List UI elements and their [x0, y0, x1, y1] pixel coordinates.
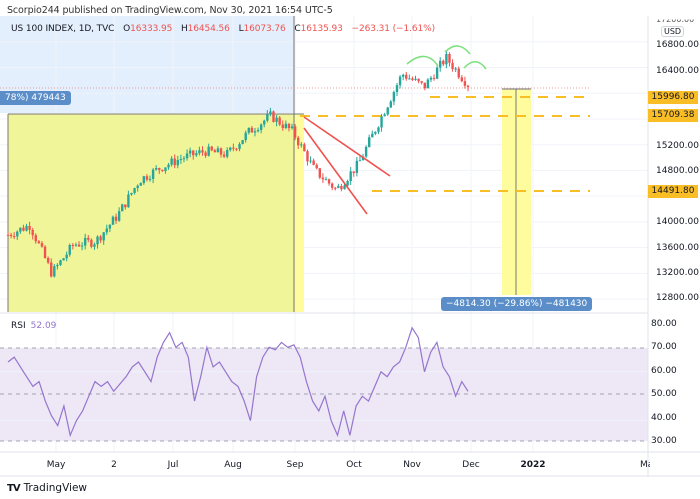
measure-tag-right[interactable]: −4814.30 (−29.86%) −481430	[441, 297, 593, 311]
level-tag-14491[interactable]: 14491.80	[648, 185, 698, 198]
measure-box-left-edge	[295, 114, 304, 312]
rsi-tick: 30.00	[651, 436, 677, 446]
currency-badge[interactable]: USD	[661, 26, 685, 37]
high-value: 16454.56	[187, 24, 230, 34]
left-shoulder-arc[interactable]	[406, 55, 439, 67]
price-tick: 14800.00	[656, 166, 699, 176]
low-value: 16073.76	[243, 24, 286, 34]
brand-name: TradingView	[23, 482, 88, 494]
change-value: −263.31 (−1.61%)	[351, 24, 436, 34]
measure-box-left	[8, 114, 295, 312]
price-tick: 16800.00	[656, 40, 699, 50]
time-label: Aug	[224, 460, 242, 470]
right-shoulder-arc[interactable]	[463, 60, 487, 70]
rsi-tick: 70.00	[651, 342, 677, 352]
time-label: Jul	[167, 460, 179, 470]
candlesticks	[6, 50, 470, 278]
time-label: Sep	[286, 460, 304, 470]
rsi-tick: 40.00	[651, 413, 677, 423]
time-label: May	[46, 460, 66, 470]
time-label: Nov	[403, 460, 421, 470]
footer-branding[interactable]: TV TradingView	[7, 482, 87, 494]
close-value: 16135.93	[300, 24, 343, 34]
symbol-title: US 100 INDEX, 1D, TVC	[11, 24, 115, 34]
ohlc-legend: US 100 INDEX, 1D, TVC O16333.95 H16454.5…	[11, 24, 436, 34]
time-label-year: 2022	[520, 460, 546, 470]
rsi-value: 52.09	[30, 321, 57, 331]
rsi-legend: RSI 52.09	[11, 321, 57, 331]
rsi-grid	[0, 371, 648, 422]
price-tick: 12800.00	[656, 293, 699, 303]
wedge-lower-line[interactable]	[303, 127, 368, 215]
rsi-tick: 60.00	[651, 366, 677, 376]
level-tag-15996[interactable]: 15996.80	[648, 91, 698, 104]
price-tick: 13600.00	[656, 243, 699, 253]
rsi-tick: 50.00	[651, 389, 677, 399]
price-tick: 13200.00	[656, 268, 699, 278]
rsi-tick: 80.00	[651, 319, 677, 329]
publish-line: Scorpio244 published on TradingView.com,…	[7, 5, 333, 16]
open-value: 16333.95	[130, 24, 173, 34]
time-label: Oct	[346, 460, 362, 470]
level-tag-15709[interactable]: 15709.38	[648, 109, 698, 122]
head-arc[interactable]	[444, 45, 471, 55]
time-label: Ma	[640, 460, 650, 470]
rsi-line	[7, 326, 469, 438]
grid	[0, 16, 648, 452]
price-tick: 16400.00	[656, 66, 699, 76]
tradingview-logo-icon: TV	[7, 482, 21, 494]
measure-tag-left[interactable]: 78%) 479443	[0, 91, 71, 105]
time-label: 2	[111, 460, 117, 470]
price-tick: 14000.00	[656, 217, 699, 227]
price-tick: 15200.00	[656, 141, 699, 151]
wedge-upper-line[interactable]	[303, 116, 391, 177]
time-label: Dec	[462, 460, 480, 470]
price-tick-partial: 17200.00	[656, 15, 695, 25]
